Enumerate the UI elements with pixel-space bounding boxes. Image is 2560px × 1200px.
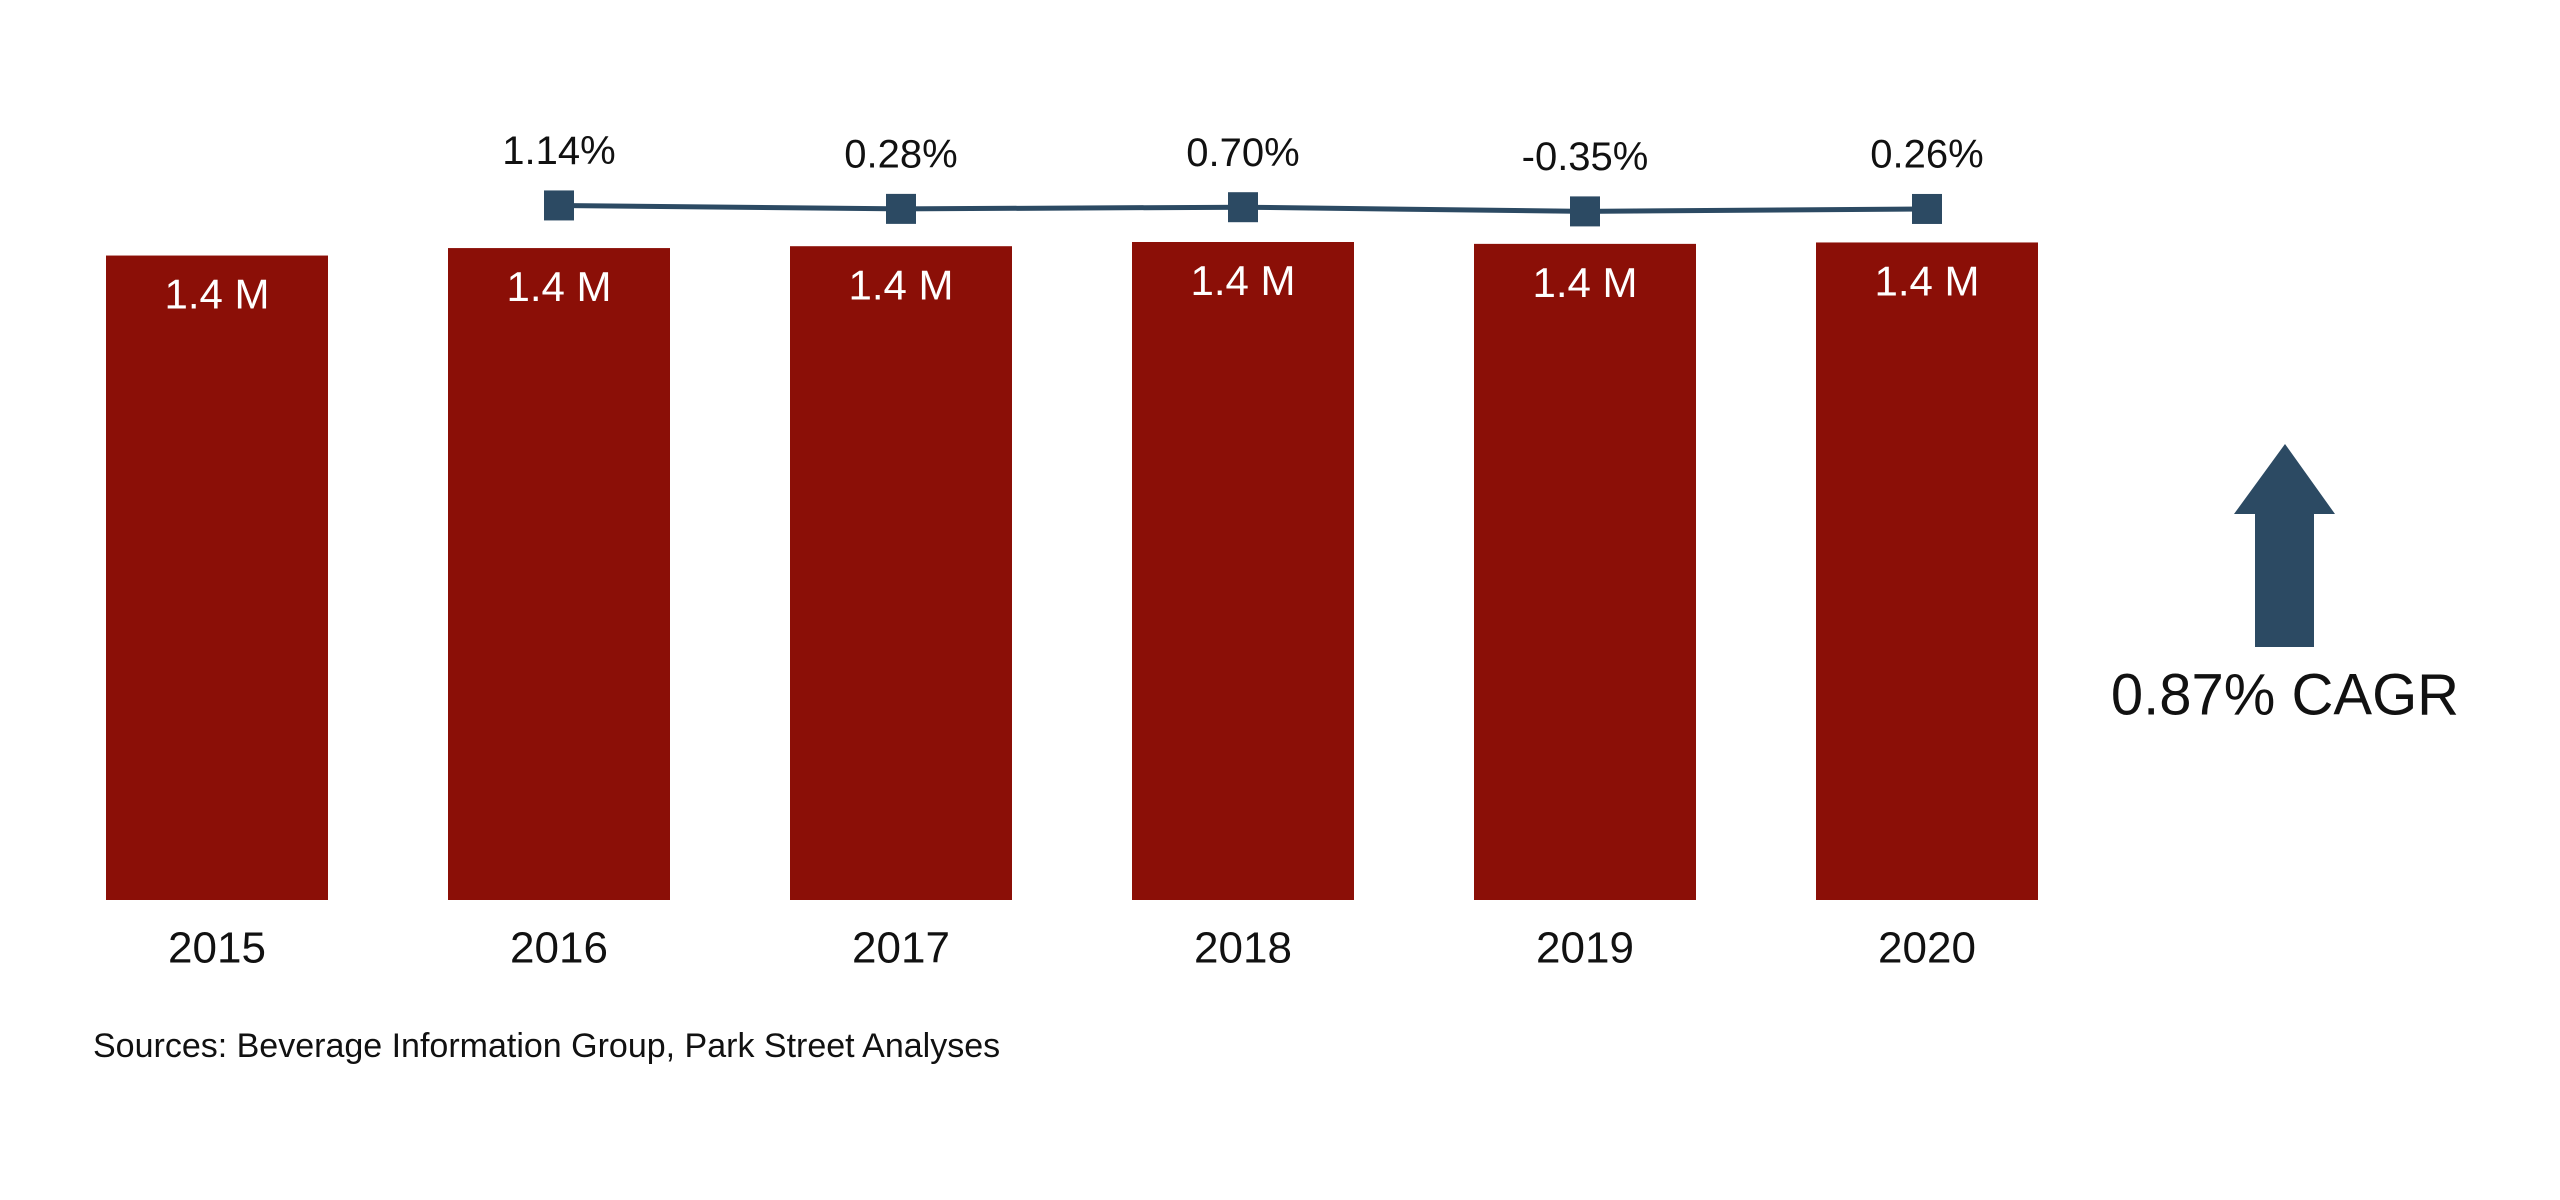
growth-label: 1.14% xyxy=(502,129,615,173)
x-tick-label: 2020 xyxy=(1878,924,1976,973)
up-arrow xyxy=(2234,444,2335,647)
bar xyxy=(106,255,328,900)
bar xyxy=(1816,242,2038,901)
bar-value-label: 1.4 M xyxy=(1874,258,1979,305)
bar-value-label: 1.4 M xyxy=(164,271,269,318)
x-tick-label: 2018 xyxy=(1194,924,1292,973)
growth-marker xyxy=(1228,192,1258,223)
x-tick-label: 2019 xyxy=(1536,924,1634,973)
growth-label: -0.35% xyxy=(1522,135,1649,179)
growth-marker xyxy=(544,190,574,221)
cagr-annotation: 0.87% CAGR xyxy=(2111,662,2459,727)
growth-marker xyxy=(1570,196,1600,227)
growth-marker xyxy=(1912,193,1942,224)
x-tick-label: 2016 xyxy=(510,924,608,973)
growth-label: 0.70% xyxy=(1186,131,1299,175)
x-tick-label: 2017 xyxy=(852,924,950,973)
source-note: Sources: Beverage Information Group, Par… xyxy=(93,1027,1000,1065)
x-tick-label: 2015 xyxy=(168,924,266,973)
growth-label: 0.28% xyxy=(844,132,957,176)
bar xyxy=(1474,243,1696,901)
bar xyxy=(790,246,1012,900)
bar-value-label: 1.4 M xyxy=(1532,259,1637,306)
bar xyxy=(448,248,670,900)
bar-value-label: 1.4 M xyxy=(848,261,953,308)
bar-value-label: 1.4 M xyxy=(1190,257,1295,304)
bar xyxy=(1132,242,1354,900)
growth-marker xyxy=(886,193,916,224)
bar-value-label: 1.4 M xyxy=(506,263,611,310)
growth-label: 0.26% xyxy=(1870,133,1983,177)
